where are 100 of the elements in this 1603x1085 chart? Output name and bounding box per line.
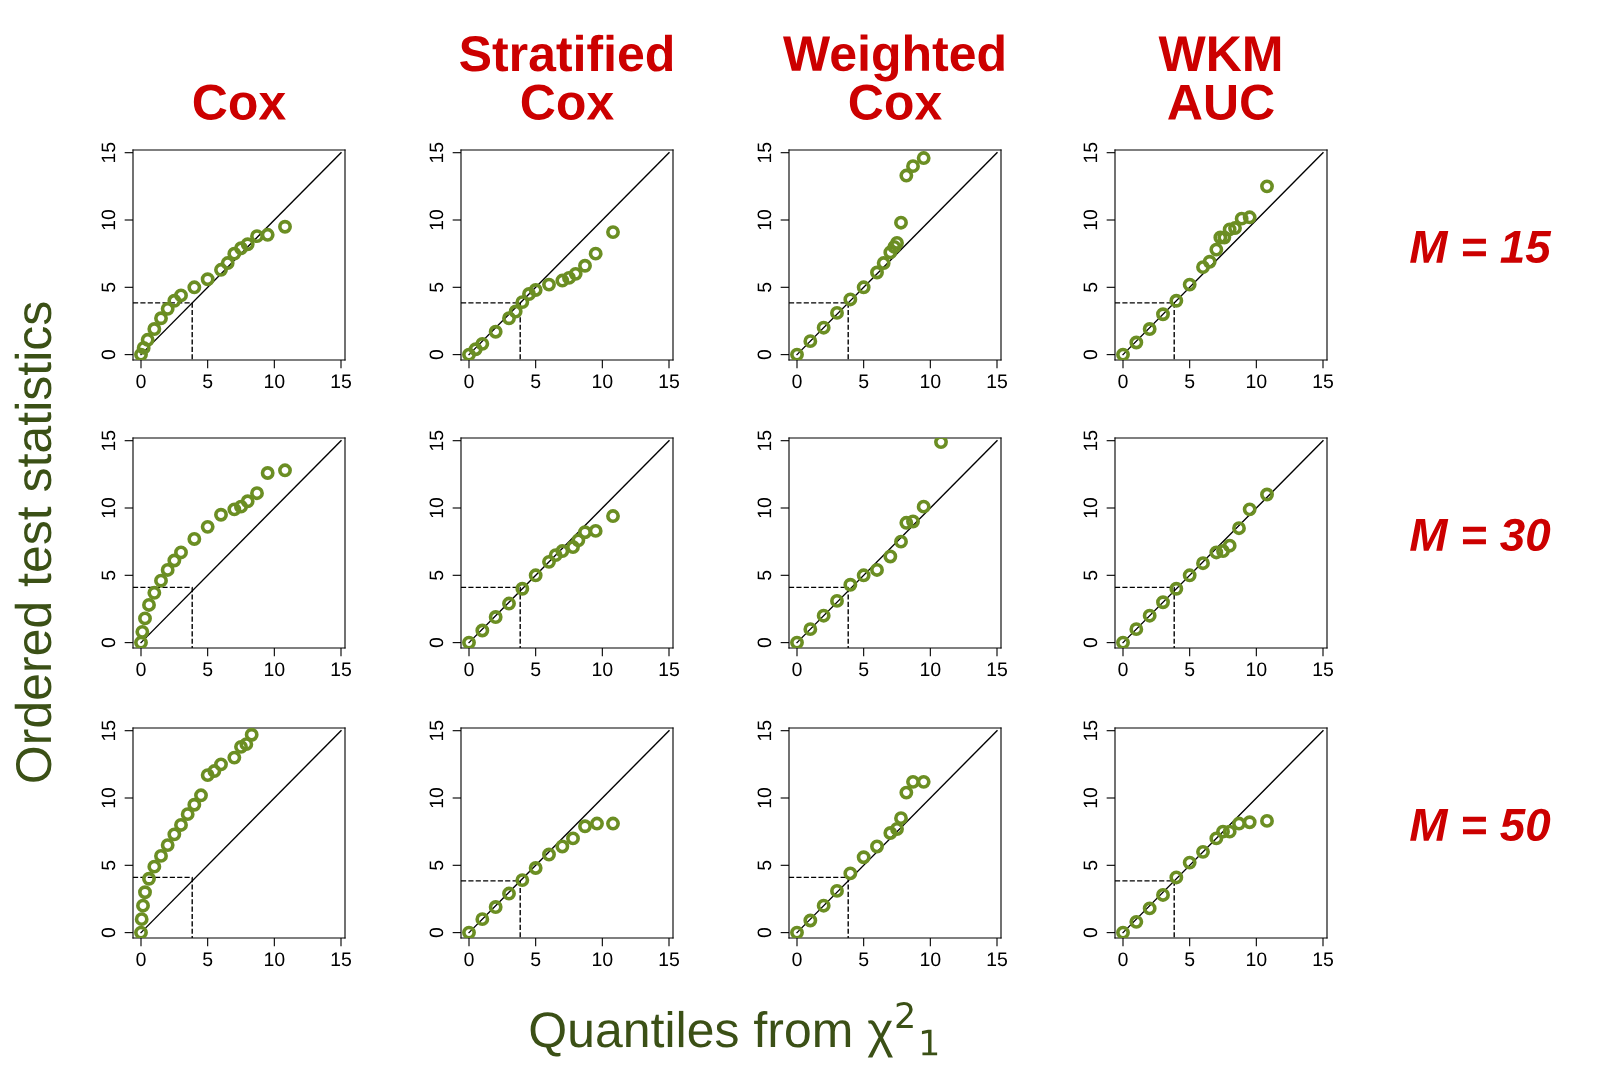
y-tick-label: 10 [1083, 787, 1098, 808]
x-tick-label: 0 [136, 374, 146, 389]
x-tick-label: 15 [331, 952, 351, 967]
y-tick-label: 10 [101, 209, 116, 230]
y-tick-label: 15 [101, 720, 116, 741]
y-tick-label: 5 [757, 570, 772, 580]
y-tick-label: 10 [101, 497, 116, 518]
y-tick-label: 0 [429, 637, 444, 648]
x-tick-label: 5 [531, 374, 541, 389]
y-tick-label: 15 [1083, 430, 1098, 451]
y-tick-label: 0 [757, 637, 772, 648]
x-tick-label: 10 [1247, 374, 1267, 389]
y-tick-label: 5 [1083, 282, 1098, 292]
x-tick-label: 10 [921, 952, 941, 967]
y-tick-label: 10 [101, 787, 116, 808]
x-tick-label: 0 [792, 952, 802, 967]
x-tick-label: 0 [136, 662, 146, 677]
x-tick-label: 0 [792, 662, 802, 677]
x-tick-label: 5 [859, 374, 869, 389]
x-tick-label: 10 [265, 374, 285, 389]
x-tick-label: 5 [531, 952, 541, 967]
y-tick-label: 0 [101, 927, 116, 938]
chart-title: Weighted Cox [783, 34, 1004, 120]
y-tick-label: 5 [101, 570, 116, 580]
y-tick-label: 15 [101, 142, 116, 163]
x-tick-label: 0 [464, 952, 474, 967]
x-tick-label: 15 [331, 662, 351, 677]
y-tick-label: 0 [1083, 349, 1098, 360]
y-tick-label: 15 [1083, 142, 1098, 163]
x-tick-label: 0 [464, 662, 474, 677]
y-tick-label: 0 [101, 349, 116, 360]
y-tick-label: 10 [429, 497, 444, 518]
y-tick-label: 10 [757, 787, 772, 808]
y-tick-label: 0 [429, 927, 444, 938]
x-tick-label: 5 [1185, 662, 1195, 677]
y-tick-label: 15 [1083, 720, 1098, 741]
y-tick-label: 5 [429, 282, 444, 292]
x-tick-label: 10 [593, 952, 613, 967]
y-tick-label: 10 [1083, 497, 1098, 518]
x-tick-label: 0 [1118, 374, 1128, 389]
y-tick-label: 5 [429, 570, 444, 580]
y-tick-label: 5 [101, 860, 116, 870]
y-tick-label: 10 [757, 209, 772, 230]
x-tick-label: 0 [136, 952, 146, 967]
x-tick-label: 15 [1313, 662, 1333, 677]
x-tick-label: 15 [659, 662, 679, 677]
y-tick-label: 5 [101, 282, 116, 292]
y-tick-label: 15 [429, 430, 444, 451]
y-tick-label: 5 [1083, 860, 1098, 870]
x-tick-label: 0 [464, 374, 474, 389]
y-tick-label: 0 [101, 637, 116, 648]
chart-title: Cox [193, 84, 286, 120]
y-tick-label: 10 [757, 497, 772, 518]
x-tick-label: 15 [987, 374, 1007, 389]
x-tick-label: 0 [1118, 952, 1128, 967]
chart-title: WKM AUC [1158, 36, 1281, 120]
x-tick-label: 15 [659, 374, 679, 389]
y-tick-label: 0 [1083, 927, 1098, 938]
x-tick-label: 10 [265, 662, 285, 677]
y-tick-label: 5 [1083, 570, 1098, 580]
x-tick-label: 0 [792, 374, 802, 389]
x-tick-label: 5 [1185, 952, 1195, 967]
y-axis-title: Ordered test statistics [14, 302, 52, 782]
y-tick-label: 15 [757, 142, 772, 163]
x-tick-label: 5 [1185, 374, 1195, 389]
x-tick-label: 15 [659, 952, 679, 967]
x-tick-label: 10 [1247, 662, 1267, 677]
x-tick-label: 15 [1313, 952, 1333, 967]
x-axis-title: Quantiles from χ$^{2}$$_{1}$ [530, 1002, 938, 1058]
x-tick-label: 5 [859, 952, 869, 967]
x-tick-label: 10 [593, 374, 613, 389]
chart-title: Stratified Cox [460, 34, 673, 120]
x-tick-label: 0 [1118, 662, 1128, 677]
y-tick-label: 10 [429, 209, 444, 230]
y-tick-label: 10 [1083, 209, 1098, 230]
x-tick-label: 5 [203, 662, 213, 677]
y-tick-label: 15 [101, 430, 116, 451]
x-tick-label: 15 [987, 952, 1007, 967]
x-tick-label: 10 [1247, 952, 1267, 967]
x-tick-label: 5 [203, 952, 213, 967]
y-tick-label: 15 [757, 430, 772, 451]
x-tick-label: 15 [331, 374, 351, 389]
x-tick-label: 15 [987, 662, 1007, 677]
text: M = 30 [1410, 518, 1551, 552]
x-tick-label: 10 [921, 374, 941, 389]
x-tick-label: 10 [265, 952, 285, 967]
x-tick-label: 5 [203, 374, 213, 389]
y-tick-label: 5 [429, 860, 444, 870]
x-tick-label: 5 [859, 662, 869, 677]
x-tick-label: 5 [531, 662, 541, 677]
y-tick-label: 10 [429, 787, 444, 808]
x-tick-label: 10 [593, 662, 613, 677]
y-tick-label: 5 [757, 282, 772, 292]
text: M = 15 [1410, 231, 1552, 264]
x-tick-label: 15 [1313, 374, 1333, 389]
text: M = 50 [1410, 808, 1551, 842]
y-tick-label: 0 [1083, 637, 1098, 648]
y-tick-label: 15 [757, 720, 772, 741]
y-tick-label: 0 [429, 349, 444, 360]
x-tick-label: 10 [921, 662, 941, 677]
